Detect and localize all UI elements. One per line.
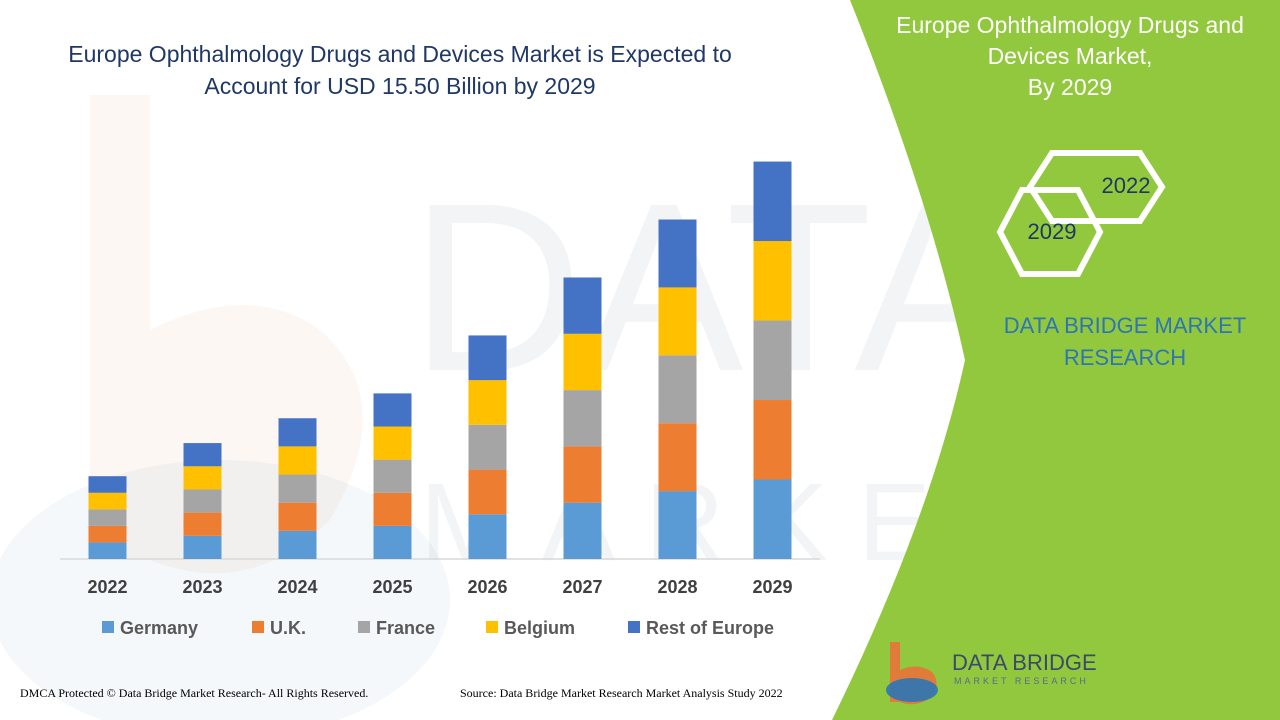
- x-tick-label: 2024: [277, 577, 317, 597]
- x-tick-label: 2028: [657, 577, 697, 597]
- source-note: Source: Data Bridge Market Research Mark…: [460, 686, 783, 700]
- logo-name: DATA BRIDGE: [952, 650, 1097, 675]
- title-line-1: Europe Ophthalmology Drugs and Devices M…: [68, 41, 732, 67]
- bar-2029-france: [753, 320, 792, 401]
- bar-2025-u-k-: [373, 492, 412, 526]
- hexagon-2029: [996, 187, 1104, 277]
- legend-label: Rest of Europe: [646, 618, 774, 638]
- x-tick-labels: 2022 2023 2024 2025 2026 2027 2028 2029: [87, 577, 792, 597]
- bar-2022-germany: [88, 542, 127, 559]
- bar-2024-germany: [278, 530, 317, 559]
- legend-label: U.K.: [270, 618, 306, 638]
- bar-2027-belgium: [563, 333, 602, 391]
- logo-sub: MARKET RESEARCH: [954, 676, 1089, 686]
- bar-2029-rest-of-europe: [753, 161, 792, 242]
- panel-title-line-2: Devices Market,: [987, 43, 1153, 69]
- x-tick-label: 2025: [372, 577, 412, 597]
- brand-text: DATA BRIDGE MARKET RESEARCH: [980, 310, 1270, 374]
- panel-title-line-3: By 2029: [1027, 74, 1113, 100]
- legend: Germany U.K. France Belgium Rest of Europe: [102, 618, 774, 638]
- bar-2026-germany: [468, 514, 507, 559]
- bar-2025-belgium: [373, 426, 412, 460]
- panel-title: Europe Ophthalmology Drugs and Devices M…: [870, 10, 1270, 103]
- chart-title: Europe Ophthalmology Drugs and Devices M…: [60, 38, 740, 102]
- legend-label: Germany: [120, 618, 198, 638]
- bar-2024-belgium: [278, 446, 317, 475]
- legend-swatch: [252, 621, 264, 633]
- bar-2028-germany: [658, 491, 697, 559]
- x-tick-label: 2022: [87, 577, 127, 597]
- bar-2023-germany: [183, 535, 222, 559]
- legend-swatch: [628, 621, 640, 633]
- bar-2025-france: [373, 459, 412, 493]
- bar-2022-belgium: [88, 492, 127, 510]
- bar-2026-u-k-: [468, 469, 507, 515]
- bar-2023-france: [183, 489, 222, 513]
- bar-2029-germany: [753, 479, 792, 559]
- legend-label: France: [376, 618, 435, 638]
- bar-2028-u-k-: [658, 423, 697, 492]
- bar-2028-france: [658, 355, 697, 424]
- bar-2029-belgium: [753, 241, 792, 321]
- title-line-2: Account for USD 15.50 Billion by 2029: [204, 73, 596, 99]
- bar-2022-rest-of-europe: [88, 476, 127, 493]
- bar-2028-belgium: [658, 287, 697, 356]
- bar-2027-rest-of-europe: [563, 277, 602, 334]
- bar-2022-france: [88, 509, 127, 526]
- bar-2024-u-k-: [278, 502, 317, 531]
- bar-2027-france: [563, 390, 602, 447]
- bar-2023-rest-of-europe: [183, 443, 222, 467]
- bar-2024-rest-of-europe: [278, 418, 317, 447]
- legend-swatch: [358, 621, 370, 633]
- bar-2026-belgium: [468, 380, 507, 425]
- legend-swatch: [486, 621, 498, 633]
- hex-label-2029: 2029: [1027, 219, 1077, 244]
- bar-2026-rest-of-europe: [468, 335, 507, 381]
- company-logo: [886, 642, 938, 705]
- legend-label: Belgium: [504, 618, 575, 638]
- bar-2027-germany: [563, 502, 602, 559]
- bar-2022-u-k-: [88, 525, 127, 543]
- bar-2026-france: [468, 424, 507, 470]
- bar-2028-rest-of-europe: [658, 219, 697, 288]
- x-tick-label: 2026: [467, 577, 507, 597]
- panel-title-line-1: Europe Ophthalmology Drugs and: [896, 12, 1244, 38]
- bar-2025-rest-of-europe: [373, 393, 412, 427]
- bar-2023-belgium: [183, 466, 222, 490]
- x-tick-label: 2027: [562, 577, 602, 597]
- legend-swatch: [102, 621, 114, 633]
- bar-2023-u-k-: [183, 512, 222, 536]
- stacked-bar-chart: 2022 2023 2024 2025 2026 2027 2028 2029 Germany…: [60, 161, 820, 638]
- x-tick-label: 2023: [182, 577, 222, 597]
- x-tick-label: 2029: [752, 577, 792, 597]
- copyright-notice: DMCA Protected © Data Bridge Market Rese…: [20, 686, 369, 700]
- brand-line-1: DATA BRIDGE MARKET: [1003, 313, 1247, 338]
- brand-line-2: RESEARCH: [1063, 345, 1187, 370]
- bar-2027-u-k-: [563, 446, 602, 503]
- bar-2024-france: [278, 474, 317, 503]
- bars: [88, 161, 792, 559]
- hex-label-2022: 2022: [1101, 173, 1151, 198]
- bar-2025-germany: [373, 525, 412, 559]
- bar-2029-u-k-: [753, 400, 792, 480]
